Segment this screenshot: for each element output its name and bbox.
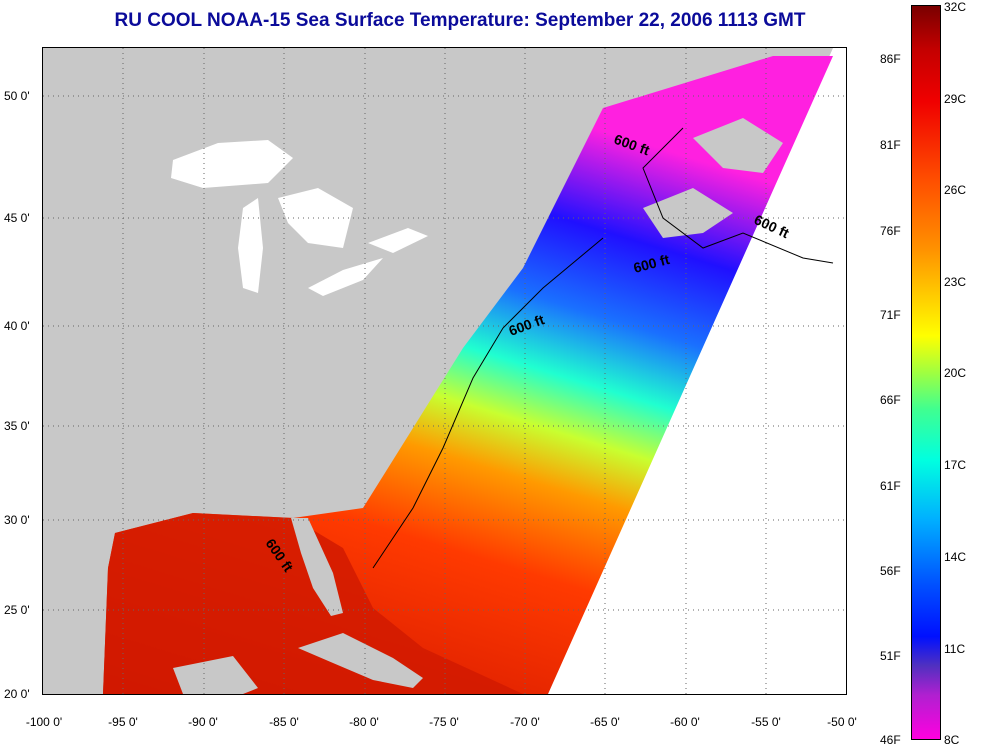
sst-map-svg: 600 ft 600 ft 600 ft 600 ft 600 ft — [43, 48, 846, 694]
colorbar-celsius-label: 23C — [944, 275, 967, 289]
colorbar-celsius-label: 14C — [944, 550, 967, 564]
lat-label: 40 0' — [4, 319, 30, 333]
lon-label: -60 0' — [670, 715, 700, 729]
colorbar-fahrenheit-label: 46F — [880, 733, 901, 747]
lat-label: 30 0' — [4, 513, 30, 527]
lon-label: -85 0' — [269, 715, 299, 729]
colorbar-fahrenheit-label: 66F — [880, 393, 901, 407]
lon-label: -100 0' — [25, 715, 63, 729]
lon-label: -50 0' — [827, 715, 857, 729]
colorbar-celsius-label: 29C — [944, 92, 967, 106]
colorbar-fahrenheit-label: 51F — [880, 649, 901, 663]
colorbar-celsius-label: 17C — [944, 458, 967, 472]
lon-label: -70 0' — [510, 715, 540, 729]
lon-label: -65 0' — [590, 715, 620, 729]
lon-label: -55 0' — [751, 715, 781, 729]
lat-label: 25 0' — [4, 603, 30, 617]
map-title: RU COOL NOAA-15 Sea Surface Temperature:… — [114, 10, 806, 31]
lon-label: -95 0' — [108, 715, 138, 729]
colorbar-celsius-label: 8C — [944, 733, 960, 747]
colorbar-fahrenheit-label: 76F — [880, 224, 901, 238]
colorbar-celsius-label: 32C — [944, 0, 967, 14]
colorbar-celsius-label: 11C — [944, 642, 966, 656]
lon-label: -80 0' — [349, 715, 379, 729]
colorbar-fahrenheit-label: 86F — [880, 52, 901, 66]
lat-label: 45 0' — [4, 211, 30, 225]
temperature-colorbar — [911, 5, 941, 740]
lon-label: -75 0' — [429, 715, 459, 729]
lat-label: 50 0' — [4, 89, 30, 103]
colorbar-celsius-label: 20C — [944, 366, 967, 380]
sst-map: 600 ft 600 ft 600 ft 600 ft 600 ft — [42, 47, 847, 695]
colorbar-celsius-label: 26C — [944, 183, 967, 197]
colorbar-fahrenheit-label: 61F — [880, 479, 901, 493]
colorbar-fahrenheit-label: 56F — [880, 564, 901, 578]
lat-label: 35 0' — [4, 419, 30, 433]
lon-label: -90 0' — [188, 715, 218, 729]
lat-label: 20 0' — [4, 687, 30, 701]
colorbar-fahrenheit-label: 81F — [880, 138, 901, 152]
colorbar-fahrenheit-label: 71F — [880, 308, 901, 322]
